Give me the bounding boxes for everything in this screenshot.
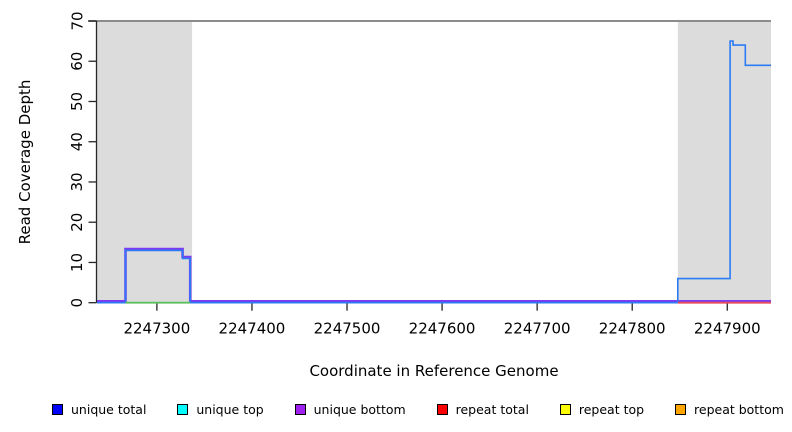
- x-tick-label: 2247300: [123, 320, 190, 338]
- legend-label: repeat top: [578, 401, 645, 417]
- legend: unique total unique top unique bottom repea…: [52, 399, 784, 419]
- x-axis-title: Coordinate in Reference Genome: [309, 362, 559, 380]
- x-tick-label: 2247500: [314, 320, 381, 338]
- y-tick-label: 0: [68, 298, 86, 308]
- legend-item-repeat-top: repeat top: [559, 401, 645, 417]
- legend-item-repeat-total: repeat total: [436, 401, 529, 417]
- legend-label: unique top: [196, 401, 264, 417]
- x-tick-label: 2247800: [599, 320, 666, 338]
- x-tick-label: 2247900: [694, 320, 761, 338]
- legend-label: unique bottom: [313, 401, 406, 417]
- legend-swatch-repeat-top: [559, 403, 571, 415]
- repeat-region-right: [677, 21, 771, 303]
- legend-label: unique total: [71, 401, 147, 417]
- y-tick-label: 30: [68, 172, 86, 191]
- series-unique-total-line: [97, 40, 771, 304]
- legend-swatch-unique-total: [52, 403, 63, 415]
- legend-label: repeat total: [455, 401, 529, 417]
- y-tick-label: 10: [68, 253, 86, 272]
- legend-item-repeat-bottom: repeat bottom: [675, 402, 784, 417]
- y-tick-label: 40: [68, 132, 86, 151]
- y-tick-label: 50: [68, 92, 86, 111]
- series-unique-bottom-line: [97, 247, 771, 303]
- legend-swatch-repeat-total: [436, 403, 448, 415]
- y-tick-label: 60: [68, 52, 86, 71]
- x-tick-label: 2247700: [504, 320, 571, 338]
- x-tick-label: 2247600: [409, 320, 476, 338]
- legend-item-unique-bottom: unique bottom: [294, 401, 406, 417]
- x-tick-label: 2247400: [219, 320, 286, 338]
- legend-swatch-repeat-bottom: [675, 403, 687, 415]
- repeat-region-left: [97, 21, 193, 303]
- y-axis-title: Read Coverage Depth: [16, 79, 34, 245]
- legend-swatch-unique-top: [177, 403, 189, 415]
- legend-item-unique-total: unique total: [52, 402, 146, 417]
- y-tick-label: 20: [68, 213, 86, 232]
- y-tick-label: 70: [68, 11, 86, 30]
- legend-label: repeat bottom: [694, 401, 784, 417]
- legend-item-unique-top: unique top: [177, 401, 264, 417]
- legend-swatch-unique-bottom: [294, 403, 306, 415]
